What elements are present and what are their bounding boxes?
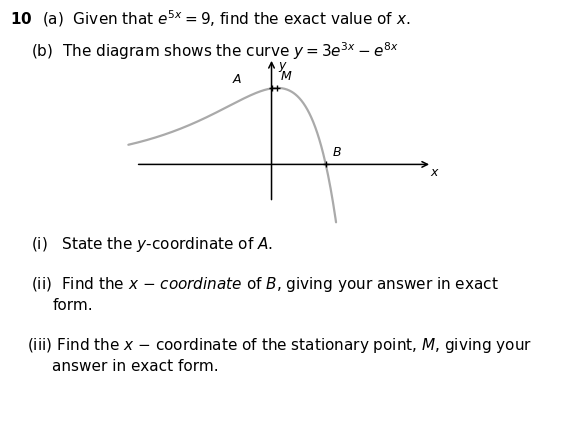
Text: (b)  The diagram shows the curve $y = 3e^{3x} - e^{8x}$: (b) The diagram shows the curve $y = 3e^… [31,41,398,62]
Text: $B$: $B$ [332,146,342,159]
Text: $\mathbf{10}$: $\mathbf{10}$ [10,11,33,27]
Text: $y$: $y$ [278,60,288,74]
Text: $M$: $M$ [280,70,292,83]
Text: $x$: $x$ [430,166,439,179]
Text: (iii) Find the $x$ $-$ coordinate of the stationary point, $M$, giving your: (iii) Find the $x$ $-$ coordinate of the… [27,336,532,355]
Text: (i)   State the $y$-coordinate of $A$.: (i) State the $y$-coordinate of $A$. [31,235,273,254]
Text: (a)  Given that $e^{5x} = 9$, find the exact value of $x$.: (a) Given that $e^{5x} = 9$, find the ex… [42,8,411,29]
Text: answer in exact form.: answer in exact form. [52,359,219,374]
Text: $A$: $A$ [232,74,242,87]
Text: (ii)  Find the $x$ $-$ $\it{coordinate}$ of $B$, giving your answer in exact: (ii) Find the $x$ $-$ $\it{coordinate}$ … [31,275,499,294]
Text: form.: form. [52,297,93,313]
